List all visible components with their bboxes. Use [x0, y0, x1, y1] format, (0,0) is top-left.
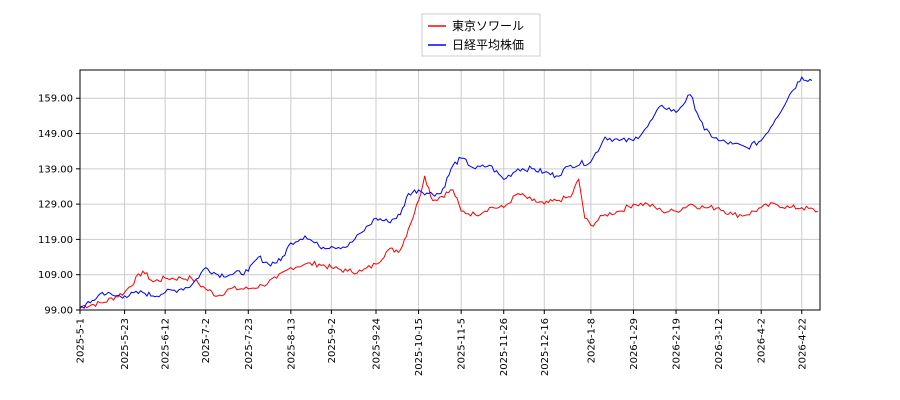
legend-label-nikkei: 日経平均株価 [452, 37, 524, 52]
legend-label-tokyo-soir: 東京ソワール [452, 19, 524, 33]
x-tick-label: 2025-9-24 [372, 318, 383, 370]
x-tick-label: 2025-10-15 [414, 318, 425, 376]
x-tick-label: 2026-1-8 [586, 318, 597, 363]
x-tick-label: 2026-4-2 [757, 318, 768, 363]
x-tick-label: 2026-3-12 [714, 318, 725, 370]
x-tick-label: 2025-11-5 [457, 318, 468, 370]
x-tick-label: 2026-1-29 [629, 318, 640, 370]
series-lines [79, 76, 819, 309]
x-tick-label: 2025-9-2 [327, 318, 338, 363]
y-tick-label: 129.00 [38, 200, 73, 211]
y-tick-label: 159.00 [38, 94, 73, 105]
grid-lines [79, 70, 820, 311]
x-axis: 2025-5-1 2025-5-23 2025-6-12 2025-7-2 2025-7… [76, 310, 808, 376]
x-tick-label: 2026-2-19 [672, 318, 683, 370]
x-tick-label: 2025-12-16 [540, 318, 551, 376]
x-tick-label: 2025-6-12 [161, 318, 172, 370]
plot-frame [79, 69, 821, 311]
x-tick-label: 2025-8-13 [286, 318, 297, 370]
x-tick-label: 2025-5-23 [120, 318, 131, 370]
y-tick-label: 149.00 [38, 129, 73, 140]
y-tick-label: 109.00 [38, 270, 73, 281]
x-tick-label: 2025-5-1 [76, 318, 87, 363]
y-tick-label: 139.00 [38, 164, 73, 175]
series-line-1 [79, 76, 813, 309]
x-tick-label: 2025-11-26 [499, 318, 510, 376]
x-tick-label: 2025-7-23 [244, 318, 255, 370]
series-line-0 [79, 175, 819, 309]
y-tick-label: 119.00 [38, 235, 73, 246]
y-axis: 99.00 109.00 119.00 129.00 139.00 149.00 159.0… [38, 94, 80, 317]
legend: 東京ソワール 日経平均株価 [421, 13, 541, 57]
x-tick-label: 2025-7-2 [201, 318, 212, 363]
legend-box [421, 13, 541, 57]
y-tick-label: 99.00 [44, 306, 73, 317]
x-tick-label: 2026-4-22 [797, 318, 808, 370]
